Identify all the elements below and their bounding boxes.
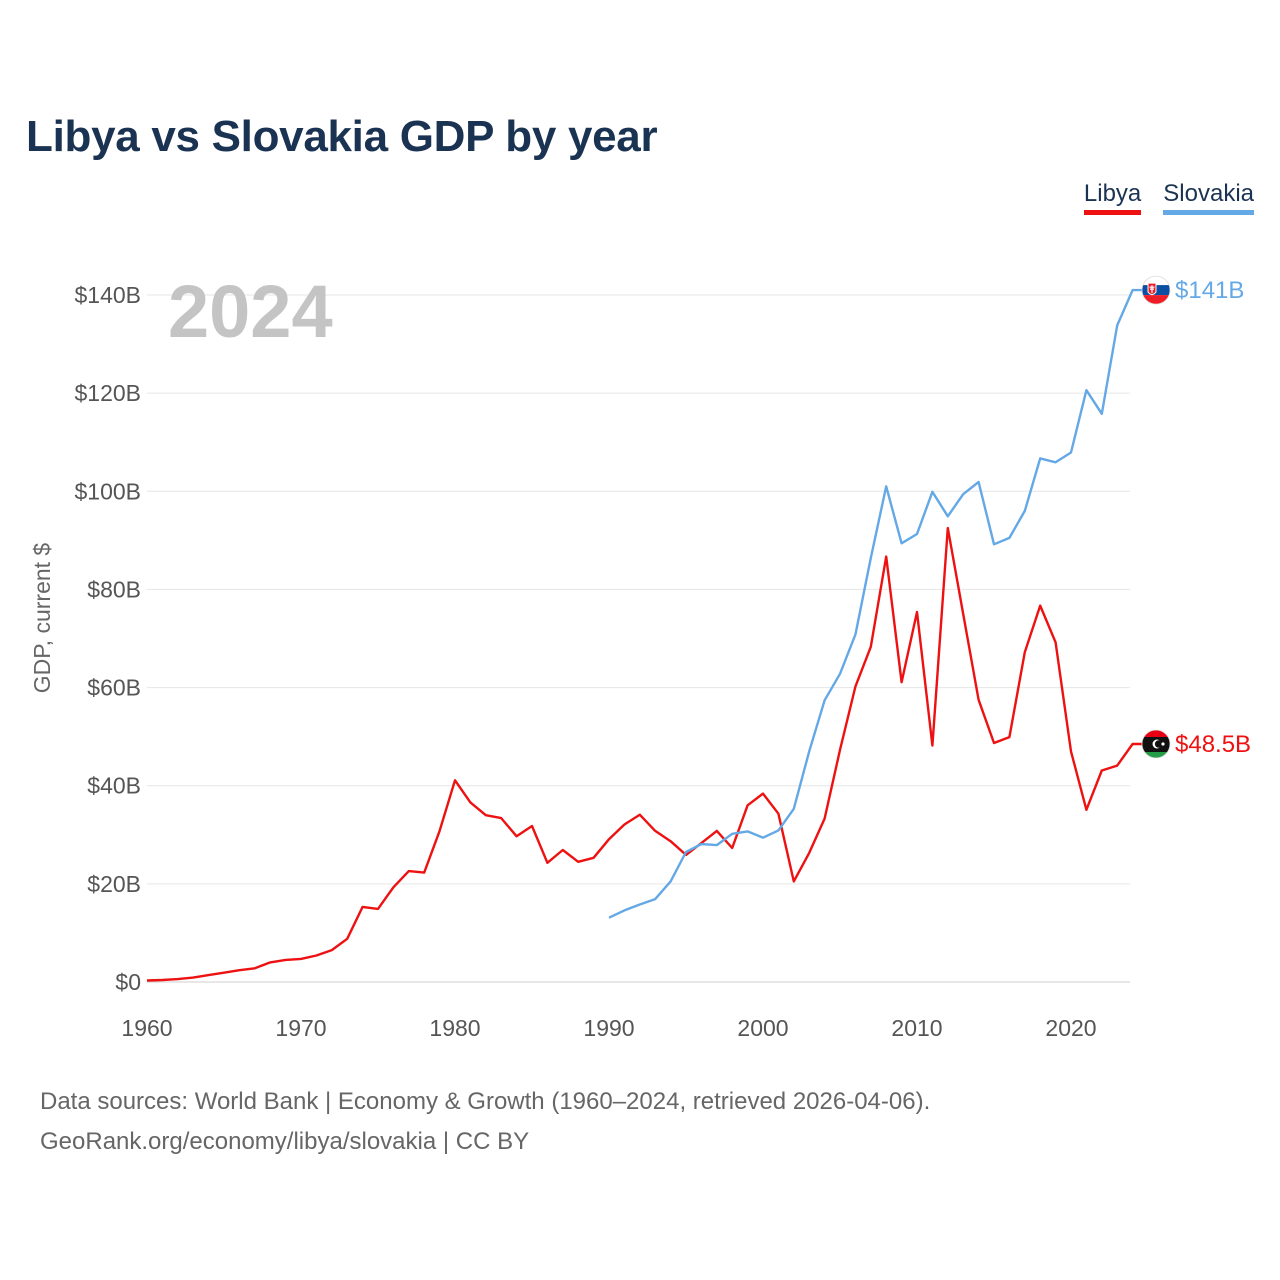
legend-item-libya[interactable]: Libya xyxy=(1083,180,1142,215)
x-tick-label: 2020 xyxy=(1045,1015,1096,1041)
y-tick-label: $140B xyxy=(74,282,141,308)
slovakia-flag-icon xyxy=(1141,275,1171,305)
end-value-label-slovakia: $141B xyxy=(1175,277,1244,304)
series-end-markers: $48.5B $141B xyxy=(1141,275,1251,759)
footer-sources: Data sources: World Bank | Economy & Gro… xyxy=(40,1088,931,1115)
y-tick-label: $20B xyxy=(87,871,141,897)
y-tick-label: $40B xyxy=(87,773,141,799)
y-tick-label: $100B xyxy=(74,478,141,504)
y-axis-ticks: $0 $20B $40B $60B $80B $100B $120B $140B xyxy=(74,282,141,995)
end-value-label-libya: $48.5B xyxy=(1175,731,1251,758)
x-tick-label: 1970 xyxy=(275,1015,326,1041)
x-tick-label: 1990 xyxy=(583,1015,634,1041)
series-lines xyxy=(146,288,1143,982)
y-axis-label: GDP, current $ xyxy=(29,543,55,694)
series-line-libya xyxy=(146,526,1143,982)
gridlines xyxy=(147,294,1130,983)
chart-title: Libya vs Slovakia GDP by year xyxy=(26,112,658,161)
x-tick-label: 1960 xyxy=(121,1015,172,1041)
legend-item-slovakia[interactable]: Slovakia xyxy=(1163,180,1254,215)
y-tick-label: $120B xyxy=(74,380,141,406)
footer-attribution: GeoRank.org/economy/libya/slovakia | CC … xyxy=(40,1128,530,1155)
y-tick-label: $0 xyxy=(115,969,141,995)
y-tick-label: $60B xyxy=(87,675,141,701)
y-tick-label: $80B xyxy=(87,576,141,602)
series-line-slovakia xyxy=(608,288,1143,919)
gdp-line-chart: $0$20B$40B$60B$80B$100B$120B$140B 1960 19… xyxy=(29,270,1251,1041)
legend: Libya Slovakia xyxy=(1083,180,1254,215)
year-watermark: 2024 xyxy=(168,270,333,353)
footer: Data sources: World Bank | Economy & Gro… xyxy=(40,1082,930,1162)
x-tick-label: 2010 xyxy=(891,1015,942,1041)
libya-flag-icon xyxy=(1141,729,1171,759)
x-axis-ticks: 1960 1970 1980 1990 2000 2010 2020 xyxy=(121,1015,1096,1041)
x-tick-label: 1980 xyxy=(429,1015,480,1041)
x-tick-label: 2000 xyxy=(737,1015,788,1041)
